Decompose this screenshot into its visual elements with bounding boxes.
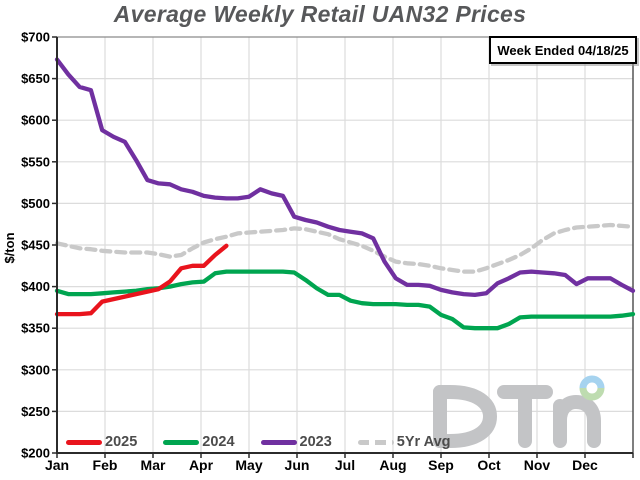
legend-label-2025: 2025 xyxy=(105,434,138,450)
dtn-ring-top xyxy=(579,375,605,389)
y-tick-label: $700 xyxy=(21,30,50,45)
legend-line-sample-2023 xyxy=(260,439,297,445)
week-ended-box: Week Ended 04/18/25 xyxy=(489,36,637,64)
series-line-2023 xyxy=(54,57,636,298)
legend-item-5yr-avg: 5Yr Avg xyxy=(357,434,451,450)
x-tick-label: May xyxy=(235,457,262,473)
y-tick-label: $450 xyxy=(21,238,50,253)
y-tick-label: $400 xyxy=(21,279,50,294)
legend-line-sample-5yr-avg xyxy=(357,439,394,445)
y-tick-label: $650 xyxy=(21,71,50,86)
axes: $200 $250 $300 $350 $400 $450 $500 $550 $600 $650… xyxy=(21,30,634,473)
y-tick-label: $250 xyxy=(21,404,50,419)
x-tick-label: Jun xyxy=(285,457,310,473)
x-tick-label: Aug xyxy=(379,457,406,473)
series-line-5yr-avg xyxy=(54,222,636,274)
week-ended-text: Week Ended 04/18/25 xyxy=(497,42,629,58)
dtn-letter-N-arch xyxy=(553,395,601,448)
y-tick-label: $350 xyxy=(21,321,50,336)
legend-label-2024: 2024 xyxy=(202,434,235,450)
y-tick-label: $550 xyxy=(21,154,50,169)
y-tick-label: $600 xyxy=(21,113,50,128)
series-lines xyxy=(54,57,636,331)
x-tick-label: Oct xyxy=(477,457,501,473)
legend-label-2023: 2023 xyxy=(299,434,332,450)
x-tick-label: Mar xyxy=(141,457,166,473)
legend-line-sample-2025 xyxy=(66,439,102,445)
legend: 2025 2024 2023 5Yr Avg xyxy=(66,433,477,451)
chart-title: Average Weekly Retail UAN32 Prices xyxy=(113,1,527,27)
dtn-ring-bottom xyxy=(579,387,605,401)
y-tick-label: $500 xyxy=(21,196,50,211)
y-tick-label: $300 xyxy=(21,362,50,377)
x-tick-label: Nov xyxy=(524,457,551,473)
dtn-letter-D-bowl xyxy=(433,385,497,448)
series-line-2025 xyxy=(54,243,229,317)
x-tick-label: Sep xyxy=(428,457,454,473)
x-tick-label: Feb xyxy=(93,457,118,473)
y-axis-label: $/ton xyxy=(2,232,17,264)
legend-item-2025: 2025 xyxy=(66,434,137,450)
x-tick-label: Jul xyxy=(335,457,355,473)
x-tick-label: Jan xyxy=(45,457,69,473)
legend-label-5yr-avg: 5Yr Avg xyxy=(396,434,451,450)
dtn-logo xyxy=(433,375,605,448)
x-tick-label: Dec xyxy=(572,457,598,473)
legend-item-2023: 2023 xyxy=(260,434,332,450)
x-tick-label: Apr xyxy=(189,457,214,473)
y-tick-label: $200 xyxy=(21,446,50,461)
legend-line-sample-2024 xyxy=(163,439,200,445)
legend-item-2024: 2024 xyxy=(163,434,235,450)
